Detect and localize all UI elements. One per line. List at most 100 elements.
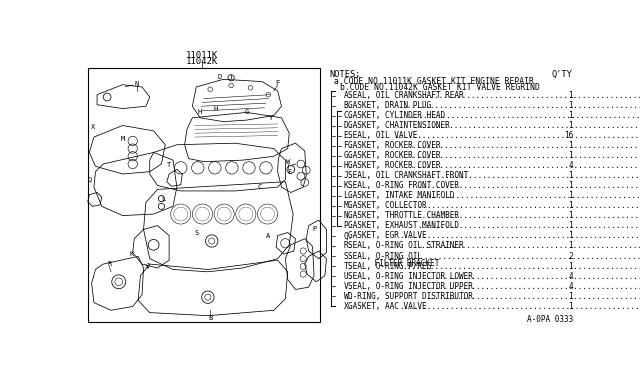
Text: 1: 1 (568, 171, 573, 180)
Text: L.: L. (344, 192, 353, 201)
Text: H: H (214, 106, 218, 112)
Text: D.: D. (344, 121, 353, 130)
Text: GASKET, EXHAUST MANIFOLD: GASKET, EXHAUST MANIFOLD (348, 221, 459, 231)
Text: ...............................................................: ........................................… (425, 282, 640, 291)
Text: Q'TY: Q'TY (552, 70, 573, 79)
Text: .............................................................................: ........................................… (394, 131, 640, 140)
Text: SEAL, O-RING OIL STRAINER: SEAL, O-RING OIL STRAINER (348, 241, 464, 250)
Text: .......................................................................: ........................................… (407, 161, 640, 170)
Text: 1: 1 (568, 211, 573, 221)
Text: R.: R. (344, 241, 353, 250)
Text: 1: 1 (568, 182, 573, 190)
Text: GASKET, INTAKE MANIFOLD: GASKET, INTAKE MANIFOLD (348, 192, 454, 201)
Text: NOTES;: NOTES; (330, 70, 361, 79)
Text: 1: 1 (568, 302, 573, 311)
Text: SEAL, OIL VALVE: SEAL, OIL VALVE (348, 131, 417, 140)
Text: SEAL, O-RING OIL: SEAL, O-RING OIL (348, 251, 422, 260)
Text: W: W (285, 159, 290, 165)
Text: H: H (198, 109, 202, 115)
Text: GASKET, CYLINDER HEAD: GASKET, CYLINDER HEAD (348, 111, 445, 121)
Text: U.: U. (344, 272, 353, 280)
Text: a.CODE NO.11011K GASKET KIT ENGINE REPAIR: a.CODE NO.11011K GASKET KIT ENGINE REPAI… (334, 77, 534, 86)
Text: 4: 4 (568, 161, 573, 170)
Text: F.: F. (344, 141, 353, 150)
Text: ...........................................................................: ........................................… (399, 302, 640, 311)
Text: .................................................................: ........................................… (420, 241, 640, 250)
Text: 1: 1 (568, 92, 573, 100)
Text: T: T (167, 162, 172, 168)
Text: ...............................................................: ........................................… (425, 272, 640, 280)
Text: Q.: Q. (344, 231, 353, 240)
Bar (88, 68, 320, 322)
Text: L: L (161, 196, 166, 202)
Text: 1: 1 (568, 141, 573, 150)
Text: 1: 1 (568, 241, 573, 250)
Text: ...................................................................: ........................................… (417, 221, 640, 231)
Text: SEAL, O-RING INJECTOR LOWER: SEAL, O-RING INJECTOR LOWER (348, 272, 473, 280)
Text: 16: 16 (564, 131, 573, 140)
Text: b.CODE NO.11042K GASKET KIT VALVE REGRIND: b.CODE NO.11042K GASKET KIT VALVE REGRIN… (340, 83, 540, 92)
Text: 1: 1 (568, 262, 573, 270)
Text: Y: Y (269, 115, 273, 121)
Text: A-0PA 0333: A-0PA 0333 (527, 315, 573, 324)
Text: GASKET, EGR VALVE: GASKET, EGR VALVE (348, 231, 427, 240)
Text: 11042K: 11042K (186, 57, 219, 66)
Text: .................................................................: ........................................… (420, 92, 640, 100)
Text: ...................................................................: ........................................… (417, 211, 640, 221)
Text: K.: K. (344, 182, 353, 190)
Text: P.: P. (344, 221, 353, 231)
Text: X: X (91, 124, 95, 130)
Text: ..........................................................................: ........................................… (402, 101, 640, 110)
Text: 1: 1 (568, 192, 573, 201)
Text: ...............................................................: ........................................… (425, 292, 640, 301)
Text: SEAL, OIL CRANKSHAFT REAR: SEAL, OIL CRANKSHAFT REAR (348, 92, 464, 100)
Text: A.: A. (344, 92, 353, 100)
Text: D-RING, SUPPORT DISTRIBUTOR: D-RING, SUPPORT DISTRIBUTOR (348, 292, 473, 301)
Text: .....................................................................: ........................................… (412, 121, 640, 130)
Text: A: A (266, 232, 271, 238)
Text: J.: J. (344, 171, 353, 180)
Text: E: E (287, 169, 291, 175)
Text: X.: X. (344, 302, 353, 311)
Text: SEAL, O-RING FRONT COVER: SEAL, O-RING FRONT COVER (348, 182, 459, 190)
Text: 2: 2 (568, 251, 573, 260)
Text: G: G (244, 109, 249, 115)
Text: 1: 1 (568, 202, 573, 211)
Text: N.: N. (344, 211, 353, 221)
Text: B.: B. (344, 101, 353, 110)
Text: 1: 1 (568, 111, 573, 121)
Text: D: D (218, 74, 221, 80)
Text: J: J (146, 263, 150, 269)
Text: GASKET, DRAIN PLUG: GASKET, DRAIN PLUG (348, 101, 431, 110)
Text: 4: 4 (568, 282, 573, 291)
Text: B: B (208, 315, 212, 321)
Text: ..........................................................................: ........................................… (402, 262, 640, 270)
Text: GASKET, ROCKER COVER: GASKET, ROCKER COVER (348, 141, 441, 150)
Text: C.: C. (344, 111, 353, 121)
Text: R: R (108, 261, 111, 267)
Text: T.: T. (344, 262, 353, 270)
Text: SEAL, O-RING INJECTOR UPPER: SEAL, O-RING INJECTOR UPPER (348, 282, 473, 291)
Text: E.: E. (344, 131, 353, 140)
Text: 11011K: 11011K (186, 51, 219, 60)
Text: V.: V. (344, 282, 353, 291)
Text: GASKET, CHAINTENSIONER: GASKET, CHAINTENSIONER (348, 121, 450, 130)
Text: ......................................................................: ........................................… (410, 111, 640, 121)
Text: F: F (275, 80, 280, 86)
Text: S.: S. (344, 251, 353, 260)
Text: .......................................................................: ........................................… (407, 151, 640, 160)
Text: SEAL, OIL CRANKSHAFT FRONT: SEAL, OIL CRANKSHAFT FRONT (348, 171, 468, 180)
Text: M: M (120, 135, 125, 142)
Text: ............................................................................: ........................................… (396, 251, 640, 260)
Text: GASKET, ROCKER COVER: GASKET, ROCKER COVER (348, 151, 441, 160)
Text: C: C (258, 184, 262, 190)
Text: ...........................................................................: ........................................… (399, 202, 640, 211)
Text: ...................................................................: ........................................… (417, 182, 640, 190)
Text: 1: 1 (568, 221, 573, 231)
Text: 1: 1 (568, 292, 573, 301)
Text: ....................................................................: ........................................… (415, 192, 640, 201)
Text: K: K (129, 251, 133, 257)
Text: 1: 1 (568, 101, 573, 110)
Text: GASKET, THROTTLE CHAMBER: GASKET, THROTTLE CHAMBER (348, 211, 459, 221)
Text: ................................................................: ........................................… (422, 171, 640, 180)
